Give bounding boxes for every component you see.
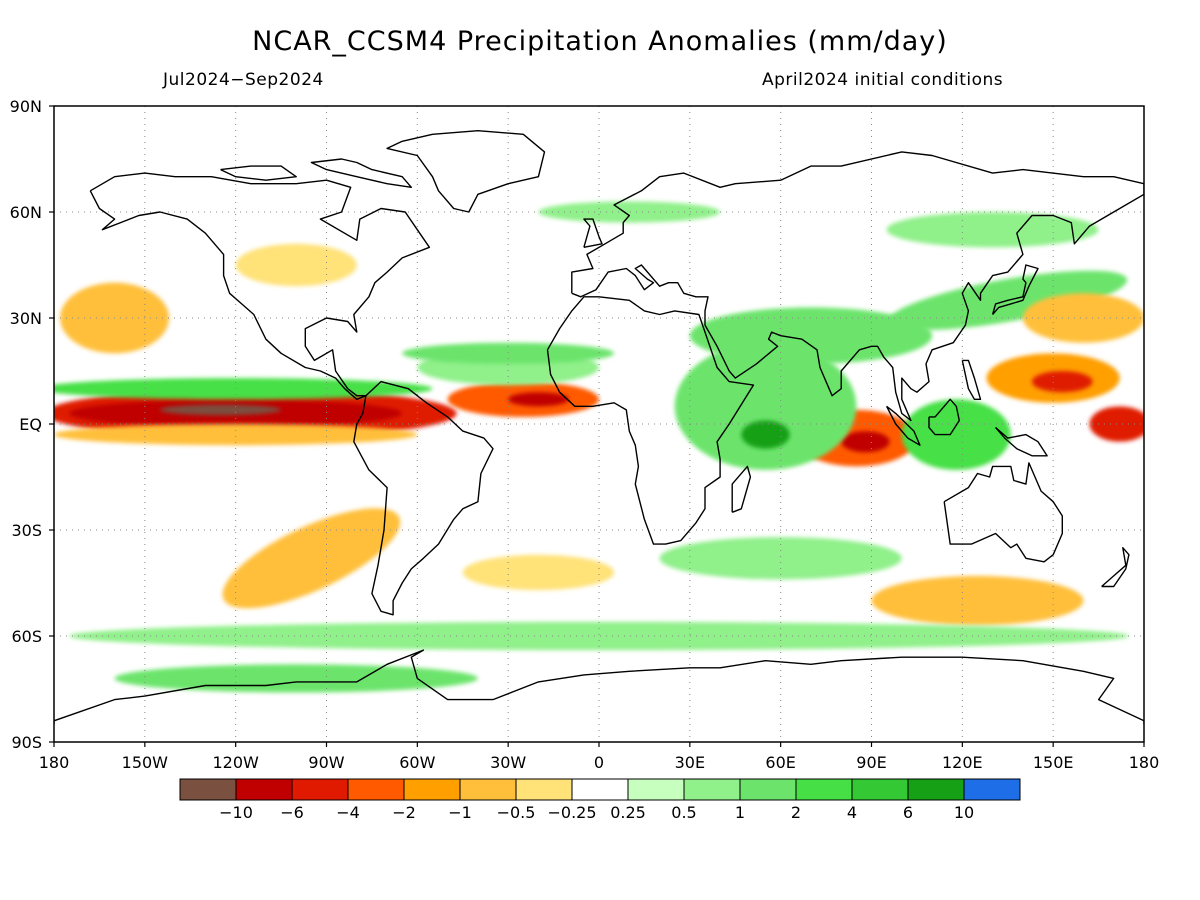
coastline — [1101, 547, 1130, 588]
coastline — [991, 264, 1039, 315]
lat-tick-label: 30S — [11, 521, 42, 540]
lon-tick-label: 150W — [122, 753, 169, 772]
colorbar-label: −4 — [336, 803, 360, 822]
coastline — [386, 129, 546, 213]
lon-tick-label: 180 — [39, 753, 70, 772]
coastline — [943, 462, 1064, 563]
lon-tick-label: 150E — [1033, 753, 1074, 772]
lon-tick-label: 60W — [399, 753, 435, 772]
colorbar-label: −6 — [280, 803, 304, 822]
colorbar-label: 2 — [791, 803, 801, 822]
colorbar-label: −0.25 — [547, 803, 596, 822]
anomaly-patch — [54, 424, 418, 446]
coastline — [310, 158, 412, 189]
anomaly-patch — [871, 575, 1084, 626]
lon-tick-label: 120E — [942, 753, 983, 772]
coastlines — [54, 129, 1144, 725]
anomaly-patch — [886, 212, 1099, 248]
colorbar-label: 1 — [735, 803, 745, 822]
anomaly-patch — [841, 431, 890, 453]
colorbar-label: −0.5 — [497, 803, 536, 822]
colorbar-swatch — [907, 778, 965, 801]
lon-tick-label: 0 — [594, 753, 604, 772]
anomaly-patch — [159, 404, 282, 416]
colorbar-swatch — [459, 778, 517, 801]
anomaly-patch — [69, 621, 1129, 651]
lon-tick-label: 90W — [308, 753, 344, 772]
colorbar-swatch — [515, 778, 573, 801]
coastline — [89, 172, 431, 400]
initial-conditions-label: April2024 initial conditions — [762, 70, 1004, 90]
lon-tick-label: 60E — [765, 753, 795, 772]
lat-tick-label: 90N — [10, 97, 42, 116]
colorbar-label: 0.5 — [671, 803, 696, 822]
lon-tick-label: 30E — [675, 753, 705, 772]
coastline — [54, 649, 1144, 725]
map-title: NCAR_CCSM4 Precipitation Anomalies (mm/d… — [252, 26, 948, 57]
anomaly-patch — [54, 378, 433, 400]
colorbar-swatch — [963, 778, 1021, 801]
colorbar-label: −10 — [219, 803, 253, 822]
coastline — [885, 405, 921, 446]
graticule — [54, 106, 1144, 742]
colorbar-label: 0.25 — [610, 803, 646, 822]
lat-tick-label: 30N — [10, 309, 42, 328]
anomaly-patch — [235, 243, 357, 287]
colorbar-swatch — [627, 778, 685, 801]
colorbar-swatch — [235, 778, 293, 801]
colorbar-label: −1 — [448, 803, 472, 822]
colorbar-swatch — [739, 778, 797, 801]
anomaly-patch — [741, 420, 790, 449]
lon-tick-label: 120W — [212, 753, 259, 772]
colorbar-swatch — [795, 778, 853, 801]
anomaly-patch — [1031, 371, 1093, 393]
anomaly-patch — [659, 537, 902, 580]
colorbar-swatch — [179, 778, 237, 801]
colorbar-swatch — [347, 778, 405, 801]
anomaly-patch — [402, 342, 615, 364]
lat-tick-label: 60S — [11, 627, 42, 646]
coastline — [961, 359, 982, 400]
colorbar-swatch — [403, 778, 461, 801]
colorbar-swatch — [291, 778, 349, 801]
lat-tick-label: 60N — [10, 203, 42, 222]
anomaly-patch — [508, 392, 569, 407]
colorbar-label: −2 — [392, 803, 416, 822]
lat-tick-label: EQ — [19, 415, 42, 434]
coastline — [731, 465, 752, 513]
lon-tick-label: 30W — [490, 753, 526, 772]
anomaly-patch — [1022, 293, 1144, 343]
lon-tick-label: 90E — [856, 753, 886, 772]
colorbar-swatch — [683, 778, 741, 801]
colorbar: −10 −6 −4 −2 −1 −0.5 −0.25 0.25 0.5 1 2 4 6 10 — [179, 778, 1021, 822]
colorbar-label: 4 — [847, 803, 857, 822]
coastline — [353, 380, 494, 616]
anomaly-patch — [901, 399, 1011, 470]
colorbar-label: 6 — [903, 803, 913, 822]
colorbar-label: 10 — [954, 803, 974, 822]
anomaly-patch — [538, 201, 721, 223]
coastline — [546, 296, 755, 545]
colorbar-swatch — [571, 778, 629, 801]
coastline — [928, 398, 960, 436]
coastline — [995, 426, 1048, 457]
anomaly-patch — [114, 664, 478, 693]
coastline — [220, 165, 297, 181]
lat-tick-label: 90S — [11, 733, 42, 752]
coastline — [571, 151, 1144, 422]
anomaly-patch — [462, 554, 615, 591]
lon-tick-label: 180 — [1129, 753, 1160, 772]
colorbar-swatch — [851, 778, 909, 801]
anomaly-patch — [222, 508, 401, 609]
coastline — [583, 218, 603, 248]
forecast-period: Jul2024−Sep2024 — [163, 70, 324, 90]
anomaly-patch — [689, 307, 933, 364]
